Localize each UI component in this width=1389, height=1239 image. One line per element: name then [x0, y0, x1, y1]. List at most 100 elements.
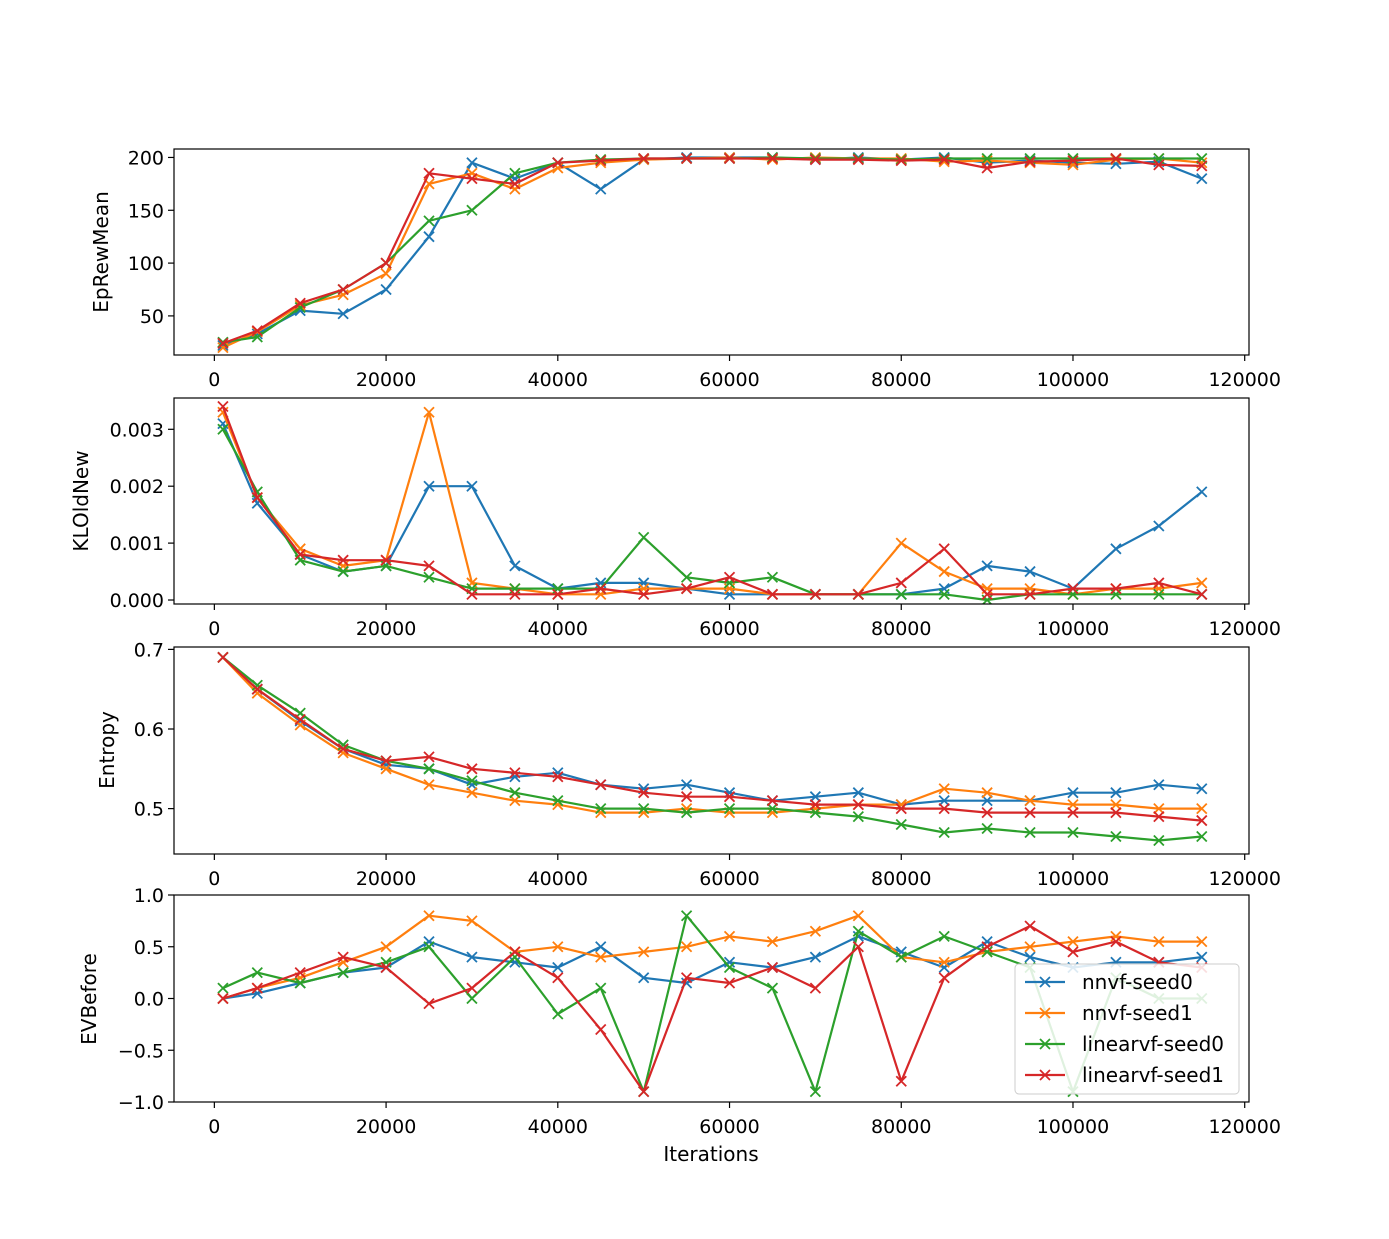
panel-entropy: 0.5 0.6 0.7 0 20000 40000 60000 80000 100000 1200… — [95, 639, 1281, 890]
data-point-nnvf-seed1-evBefore-4 — [380, 941, 392, 953]
data-point-linearvf-seed1-entropy-11 — [680, 791, 693, 803]
data-point-nnvf-seed0-evBefore-6 — [466, 951, 478, 963]
legend-marker-linearvf-seed0 — [1039, 1038, 1051, 1050]
data-point-linearvf-seed0-evBefore-0 — [217, 982, 229, 994]
data-point-nnvf-seed0-evBefore-8 — [552, 961, 564, 974]
data-point-nnvf-seed1-entropy-7 — [509, 795, 521, 807]
data-point-nnvf-seed1-entropy-19 — [1024, 795, 1036, 807]
data-point-linearvf-seed1-entropy-18 — [981, 806, 993, 819]
data-point-linearvf-seed1-entropy-0 — [217, 651, 229, 663]
data-point-linearvf-seed1-epRewMean-17 — [938, 153, 950, 166]
data-point-nnvf-seed0-entropy-11 — [680, 779, 693, 791]
data-point-linearvf-seed1-entropy-10 — [638, 787, 650, 799]
series-line-nnvf-seed0-entropy — [222, 656, 1202, 806]
series-line-linearvf-seed1-epRewMean — [222, 157, 1202, 345]
data-point-linearvf-seed0-epRewMean-7 — [509, 167, 521, 179]
data-point-nnvf-seed1-evBefore-20 — [1067, 935, 1079, 948]
data-point-nnvf-seed1-evBefore-5 — [423, 910, 435, 922]
data-point-nnvf-seed0-evBefore-5 — [423, 935, 435, 948]
data-point-linearvf-seed1-evBefore-10 — [638, 1086, 650, 1098]
xtick-label-epRewMean-0: 0 — [208, 369, 220, 391]
data-point-linearvf-seed0-evBefore-6 — [466, 992, 478, 1005]
xtick-label-entropy-6: 120000 — [1208, 868, 1281, 890]
data-point-linearvf-seed0-entropy-13 — [766, 802, 779, 815]
data-point-linearvf-seed1-klOldNew-22 — [1153, 577, 1165, 589]
data-point-linearvf-seed1-klOldNew-0 — [217, 400, 229, 413]
xtick-label-evBefore-1: 20000 — [356, 1116, 416, 1138]
data-point-linearvf-seed1-entropy-23 — [1196, 814, 1208, 827]
data-point-linearvf-seed1-evBefore-16 — [895, 1075, 907, 1087]
data-point-nnvf-seed1-evBefore-19 — [1024, 941, 1036, 953]
xtick-label-epRewMean-2: 40000 — [528, 369, 588, 391]
data-point-nnvf-seed0-epRewMean-3 — [337, 308, 349, 320]
data-point-nnvf-seed0-klOldNew-18 — [981, 560, 993, 572]
ytick-label-epRewMean-1: 100 — [128, 253, 164, 275]
data-point-nnvf-seed0-klOldNew-23 — [1196, 486, 1208, 498]
xtick-label-klOldNew-4: 80000 — [871, 618, 931, 640]
data-point-linearvf-seed0-evBefore-15 — [852, 925, 864, 937]
data-point-linearvf-seed1-klOldNew-12 — [723, 571, 736, 583]
data-point-linearvf-seed1-evBefore-12 — [723, 977, 736, 989]
xtick-label-klOldNew-0: 0 — [208, 618, 220, 640]
data-point-linearvf-seed1-entropy-20 — [1067, 806, 1079, 819]
data-point-linearvf-seed1-klOldNew-18 — [981, 588, 993, 600]
data-point-linearvf-seed0-entropy-17 — [938, 826, 950, 839]
data-point-linearvf-seed1-klOldNew-23 — [1196, 588, 1208, 600]
data-point-nnvf-seed0-evBefore-19 — [1024, 951, 1036, 963]
data-point-nnvf-seed0-epRewMean-6 — [466, 157, 478, 169]
xtick-label-klOldNew-5: 100000 — [1037, 618, 1110, 640]
data-point-nnvf-seed1-evBefore-12 — [723, 930, 736, 943]
data-point-nnvf-seed0-entropy-14 — [809, 791, 822, 803]
data-point-linearvf-seed0-klOldNew-10 — [638, 531, 650, 544]
data-point-nnvf-seed0-entropy-18 — [981, 795, 993, 807]
series-line-nnvf-seed0-evBefore — [222, 935, 1202, 1000]
data-point-linearvf-seed1-epRewMean-11 — [680, 152, 693, 165]
data-point-linearvf-seed1-epRewMean-5 — [423, 167, 435, 179]
data-point-linearvf-seed1-klOldNew-13 — [766, 588, 779, 600]
data-point-linearvf-seed1-klOldNew-11 — [680, 582, 693, 595]
axes-frame-klOldNew — [173, 397, 1250, 605]
data-point-linearvf-seed1-epRewMean-10 — [638, 152, 650, 165]
legend-label-nnvf-seed1: nnvf-seed1 — [1082, 1001, 1193, 1025]
data-point-nnvf-seed0-evBefore-23 — [1196, 951, 1208, 963]
data-point-linearvf-seed1-epRewMean-16 — [895, 154, 907, 167]
ticks-klOldNew: 0.000 0.001 0.002 0.003 0 20000 40000 60000 8000… — [110, 419, 1281, 640]
data-point-linearvf-seed1-klOldNew-1 — [251, 491, 263, 504]
data-point-linearvf-seed0-evBefore-14 — [809, 1086, 822, 1098]
data-point-linearvf-seed0-evBefore-12 — [723, 961, 736, 974]
data-point-nnvf-seed1-evBefore-17 — [938, 956, 950, 968]
data-point-linearvf-seed0-evBefore-11 — [680, 910, 693, 922]
xtick-label-evBefore-6: 120000 — [1208, 1116, 1281, 1138]
xtick-label-entropy-1: 20000 — [356, 868, 416, 890]
data-point-linearvf-seed1-entropy-9 — [595, 779, 607, 791]
data-point-linearvf-seed0-entropy-6 — [466, 775, 478, 787]
data-point-nnvf-seed1-entropy-22 — [1153, 802, 1165, 815]
data-point-nnvf-seed0-evBefore-12 — [723, 956, 736, 968]
ytick-label-entropy-0: 0.5 — [134, 799, 164, 821]
data-point-linearvf-seed1-entropy-3 — [337, 743, 349, 755]
xtick-label-entropy-5: 100000 — [1037, 868, 1110, 890]
legend-marker-nnvf-seed0 — [1039, 976, 1051, 988]
data-point-linearvf-seed0-klOldNew-5 — [423, 571, 435, 583]
data-point-linearvf-seed1-epRewMean-20 — [1067, 154, 1079, 167]
xtick-label-klOldNew-3: 60000 — [699, 618, 759, 640]
data-point-nnvf-seed0-klOldNew-5 — [423, 480, 435, 492]
data-point-linearvf-seed1-klOldNew-16 — [895, 577, 907, 589]
data-point-linearvf-seed1-epRewMean-23 — [1196, 160, 1208, 172]
ytick-label-epRewMean-2: 150 — [128, 200, 164, 222]
data-point-linearvf-seed0-entropy-11 — [680, 806, 693, 819]
data-point-nnvf-seed0-evBefore-14 — [809, 951, 822, 963]
data-point-nnvf-seed0-klOldNew-22 — [1153, 520, 1165, 532]
data-point-nnvf-seed1-entropy-20 — [1067, 799, 1079, 811]
ytick-label-klOldNew-1: 0.001 — [110, 533, 164, 555]
data-point-linearvf-seed0-epRewMean-18 — [981, 152, 993, 165]
data-point-linearvf-seed0-evBefore-9 — [595, 982, 607, 994]
data-point-nnvf-seed0-entropy-22 — [1153, 779, 1165, 791]
data-point-linearvf-seed1-klOldNew-2 — [294, 548, 306, 561]
data-point-linearvf-seed1-epRewMean-14 — [809, 153, 822, 166]
data-point-linearvf-seed1-evBefore-1 — [251, 982, 263, 994]
data-point-linearvf-seed1-klOldNew-20 — [1067, 582, 1079, 595]
data-point-nnvf-seed0-klOldNew-19 — [1024, 565, 1036, 578]
data-point-linearvf-seed1-entropy-13 — [766, 795, 779, 807]
